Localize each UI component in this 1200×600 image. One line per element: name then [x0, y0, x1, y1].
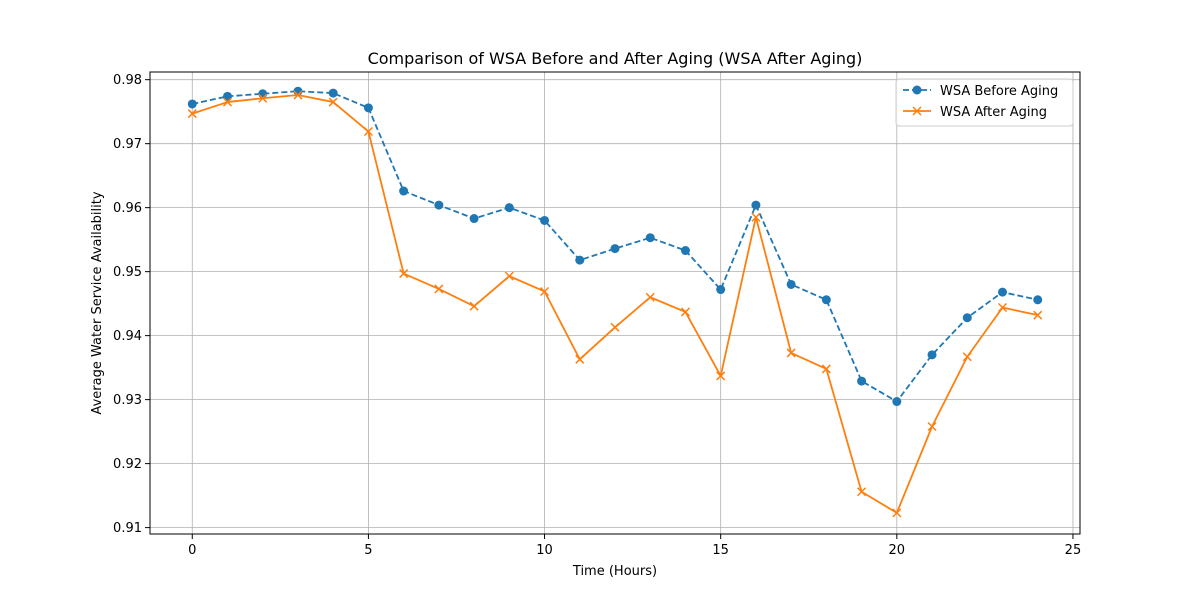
x-tick-label: 20 — [889, 543, 906, 558]
y-tick-label: 0.97 — [113, 137, 142, 152]
y-tick-label: 0.98 — [113, 73, 142, 88]
data-point — [716, 285, 726, 295]
data-point — [892, 508, 902, 518]
x-axis-label: Time (Hours) — [572, 564, 657, 579]
y-tick-label: 0.93 — [113, 393, 142, 408]
data-point — [504, 203, 514, 213]
y-tick-label: 0.94 — [113, 329, 142, 344]
data-point — [680, 307, 690, 317]
data-point — [258, 89, 268, 99]
data-point — [399, 269, 409, 279]
legend: WSA Before Aging WSA After Aging — [895, 78, 1074, 127]
data-point — [998, 287, 1007, 297]
data-point — [857, 487, 867, 497]
data-point — [434, 284, 444, 294]
data-point — [645, 233, 655, 243]
data-point — [821, 295, 831, 305]
data-point — [293, 90, 303, 100]
data-point — [927, 350, 937, 360]
data-point — [328, 97, 338, 107]
grid — [150, 72, 1080, 534]
data-point — [222, 97, 233, 107]
data-point — [645, 292, 655, 302]
data-point — [716, 371, 726, 381]
x-tick-label: 10 — [536, 543, 553, 558]
y-tick-label: 0.95 — [113, 265, 142, 280]
series-layer — [187, 86, 1043, 518]
data-point — [751, 200, 761, 210]
data-point — [187, 99, 197, 109]
data-point — [892, 397, 902, 407]
data-point — [786, 279, 796, 289]
data-point — [962, 313, 972, 323]
legend-label-before: WSA Before Aging — [940, 84, 1058, 99]
data-point — [328, 88, 338, 98]
data-point — [540, 286, 550, 297]
data-point — [575, 255, 585, 265]
x-axis: 0 5 10 15 20 25 — [188, 534, 1081, 558]
data-point — [469, 214, 479, 224]
y-axis-label: Average Water Service Availability — [90, 191, 105, 414]
series-wsa-after-aging — [187, 90, 1043, 518]
data-point — [751, 212, 761, 222]
data-point — [821, 364, 831, 374]
y-tick-label: 0.96 — [113, 201, 142, 216]
x-tick-label: 0 — [188, 543, 196, 558]
data-point — [363, 103, 373, 113]
data-point — [786, 348, 796, 358]
data-point — [187, 109, 197, 119]
series-wsa-before-aging — [187, 86, 1043, 407]
data-point — [927, 421, 937, 432]
x-tick-label: 25 — [1065, 543, 1082, 558]
legend-label-after: WSA After Aging — [940, 105, 1047, 120]
data-point — [1033, 295, 1043, 305]
data-point — [469, 301, 479, 311]
data-point — [223, 91, 232, 101]
data-point — [575, 354, 585, 364]
series-line — [191, 94, 1038, 514]
data-point — [1033, 310, 1043, 320]
legend-marker-before — [912, 85, 922, 95]
data-point — [680, 246, 690, 256]
data-point — [434, 200, 444, 210]
data-point — [962, 352, 972, 362]
legend-box — [895, 78, 1074, 127]
data-point — [997, 302, 1008, 313]
x-tick-label: 15 — [712, 543, 729, 558]
data-point — [610, 322, 620, 332]
x-tick-label: 5 — [364, 543, 372, 558]
data-point — [610, 244, 620, 254]
data-point — [857, 376, 867, 386]
y-tick-label: 0.92 — [113, 457, 142, 472]
chart-title: Comparison of WSA Before and After Aging… — [368, 49, 863, 68]
y-tick-label: 0.91 — [113, 521, 142, 536]
data-point — [540, 215, 550, 225]
data-point — [363, 126, 373, 137]
data-point — [399, 186, 409, 196]
data-point — [258, 93, 268, 103]
legend-marker-after — [912, 106, 922, 116]
plot-frame — [149, 71, 1081, 535]
data-point — [504, 271, 514, 281]
y-axis: 0.91 0.92 0.93 0.94 0.95 0.96 0.97 0.98 — [113, 73, 150, 536]
